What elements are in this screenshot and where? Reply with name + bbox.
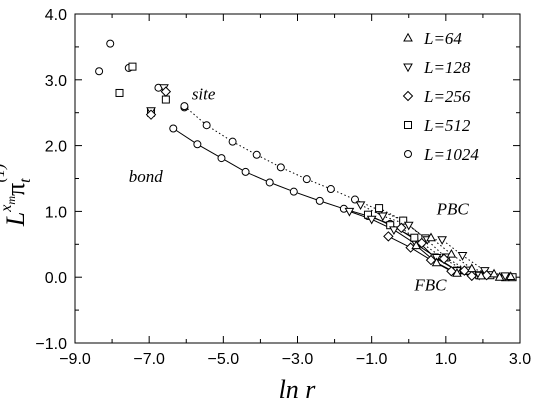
annotations: site bond PBC FBC xyxy=(129,85,470,295)
legend-marker-triangle-up xyxy=(403,32,413,42)
data-point-circle xyxy=(289,187,298,196)
data-point-diamond xyxy=(160,86,172,97)
data-point-triangle-up xyxy=(452,268,462,277)
y-tick-label: 3.0 xyxy=(45,73,67,90)
data-point-triangle-up xyxy=(426,232,436,242)
data-point-circle xyxy=(252,150,261,159)
data-point-circle xyxy=(95,67,104,76)
y-tick-label: 4.0 xyxy=(45,7,67,24)
y-label-order: (1) xyxy=(0,164,8,183)
legend-marker-circle xyxy=(404,150,412,158)
data-point-circle xyxy=(241,167,250,176)
y-label-symbol: π xyxy=(1,183,30,196)
data-point-diamond xyxy=(446,266,457,277)
annotation-bond: bond xyxy=(129,167,164,186)
x-tick-label: 3.0 xyxy=(509,351,531,368)
axis-ticks: −9.0 −7.0 −5.0 −3.0 −1.0 1.0 3.0 −1.0 0.0 1.0 2.0 3… xyxy=(35,7,531,368)
data-point-circle xyxy=(276,163,285,172)
data-point-diamond xyxy=(425,254,437,266)
series-line-dotted-circle xyxy=(184,105,426,240)
data-point-circle xyxy=(326,185,335,194)
y-tick-label: 0.0 xyxy=(45,270,67,287)
y-axis-label: Lxmπt (1) xyxy=(0,164,34,228)
data-point-diamond xyxy=(459,265,470,276)
x-tick-label: −3.0 xyxy=(282,351,314,368)
x-tick-label: −5.0 xyxy=(208,351,240,368)
y-label-exponent: x xyxy=(0,205,15,213)
data-point-triangle-down xyxy=(355,201,366,211)
data-point-triangle-down xyxy=(389,226,399,236)
legend-marker-diamond xyxy=(402,90,414,102)
data-point-triangle-up xyxy=(476,270,486,280)
data-point-square xyxy=(115,88,124,97)
y-label-base: L xyxy=(1,212,30,227)
legend-label: L=512 xyxy=(423,116,471,135)
legend-marker-triangle-down xyxy=(403,63,413,73)
data-point-diamond xyxy=(466,270,477,282)
data-point-circle xyxy=(228,137,237,146)
data-point-triangle-up xyxy=(489,268,499,278)
annotation-pbc: PBC xyxy=(436,200,470,219)
legend-marker-square xyxy=(404,121,412,129)
y-tick-label: 1.0 xyxy=(45,204,67,221)
data-point-circle xyxy=(350,195,359,204)
data-point-diamond xyxy=(416,237,427,249)
x-tick-label: 1.0 xyxy=(435,351,457,368)
x-axis-label: ln r xyxy=(279,375,317,404)
data-point-triangle-up xyxy=(431,257,442,267)
data-point-circle xyxy=(302,175,311,184)
data-point-circle xyxy=(169,124,178,133)
data-point-triangle-down xyxy=(457,251,468,261)
data-point-triangle-up xyxy=(505,271,516,281)
y-tick-label: 2.0 xyxy=(45,139,67,156)
series-line-dotted-triangle-up xyxy=(430,237,511,277)
legend-label: L=128 xyxy=(423,58,471,77)
data-point-circle xyxy=(202,121,211,130)
data-point-square xyxy=(399,216,408,225)
data-point-triangle-up xyxy=(411,240,422,250)
annotation-fbc: FBC xyxy=(413,275,447,294)
legend-label: L=1024 xyxy=(423,145,479,164)
data-point-triangle-down xyxy=(403,221,414,231)
data-point-circle xyxy=(217,154,226,163)
legend-label: L=256 xyxy=(423,87,471,106)
series-points xyxy=(95,39,517,282)
y-tick-label: −1.0 xyxy=(35,336,67,353)
data-point-square xyxy=(161,95,170,104)
data-point-triangle-down xyxy=(500,272,511,282)
data-point-triangle-down xyxy=(437,236,447,245)
svg-text:Lxmπt(1): Lxmπt (1) xyxy=(0,164,34,228)
annotation-site: site xyxy=(192,85,216,104)
data-point-triangle-up xyxy=(494,271,505,281)
data-point-square xyxy=(386,221,395,230)
legend-label: L=64 xyxy=(423,29,462,48)
data-point-diamond xyxy=(396,222,407,234)
data-point-square xyxy=(410,233,419,242)
data-point-diamond xyxy=(145,109,157,120)
x-tick-label: −1.0 xyxy=(356,351,388,368)
data-point-square xyxy=(375,204,384,213)
y-label-exponent-subscript: m xyxy=(4,196,18,205)
y-label-subscript: t xyxy=(17,178,34,183)
data-point-circle xyxy=(193,140,202,149)
data-point-diamond xyxy=(383,231,394,242)
data-point-circle xyxy=(106,39,115,48)
data-point-triangle-up xyxy=(466,263,477,273)
data-point-triangle-up xyxy=(446,248,457,258)
x-tick-label: −9.0 xyxy=(59,351,91,368)
data-point-circle xyxy=(315,196,324,205)
data-point-square xyxy=(363,210,372,219)
x-tick-label: −7.0 xyxy=(133,351,165,368)
data-point-triangle-down xyxy=(366,215,377,225)
data-point-triangle-down xyxy=(377,212,388,222)
data-point-circle xyxy=(265,178,274,187)
legend: L=64 L=128 L=256 L=512 L=1024 xyxy=(402,29,479,164)
data-point-triangle-down xyxy=(344,207,355,217)
data-point-square xyxy=(128,62,137,71)
data-point-circle xyxy=(180,102,189,111)
